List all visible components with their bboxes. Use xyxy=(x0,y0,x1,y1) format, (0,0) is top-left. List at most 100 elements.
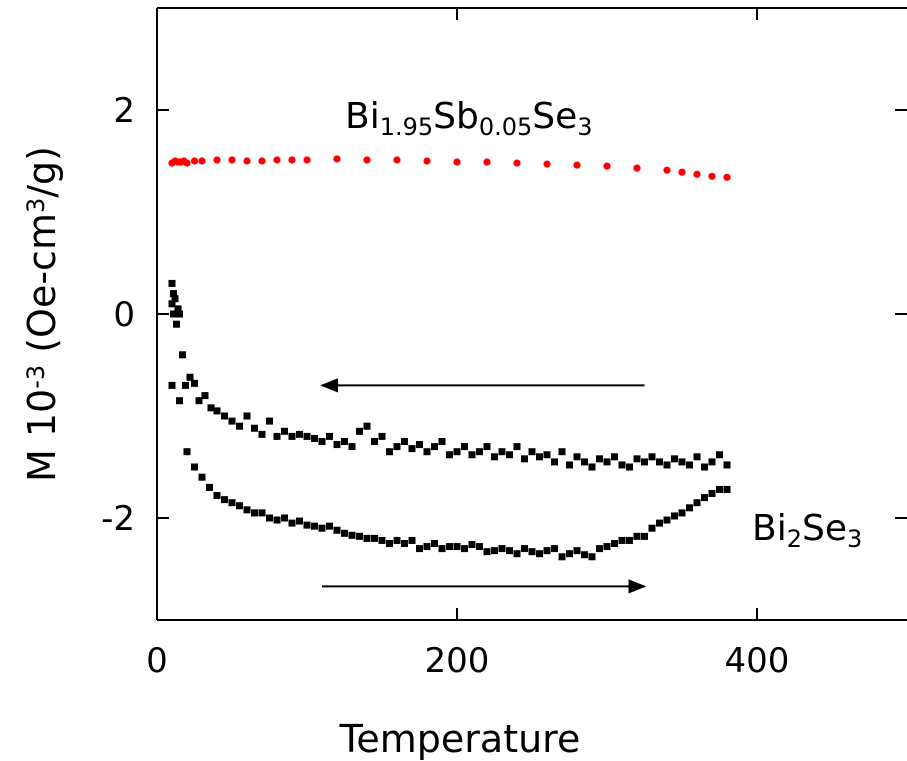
data-point xyxy=(483,548,491,556)
data-point xyxy=(251,509,258,517)
data-point xyxy=(258,509,266,517)
data-point xyxy=(333,441,341,449)
annotations: Bi1.95Sb0.05Se3 Bi2Se3 xyxy=(345,96,862,553)
data-point xyxy=(528,548,536,556)
data-point xyxy=(603,162,611,170)
data-point xyxy=(611,540,618,547)
data-point xyxy=(678,509,686,517)
data-point xyxy=(201,392,209,400)
data-point xyxy=(170,290,177,298)
data-point xyxy=(363,156,371,164)
data-point xyxy=(288,156,296,164)
data-point xyxy=(423,543,431,551)
tick-labels: 0 200 400 -2 0 2 xyxy=(101,91,789,681)
direction-arrows xyxy=(320,378,647,594)
data-point xyxy=(288,519,296,527)
data-point xyxy=(663,516,671,524)
data-point xyxy=(723,461,731,469)
data-point xyxy=(588,553,596,561)
data-point xyxy=(198,157,206,165)
y-axis-title: M 10-3 (Oe-cm3/g) xyxy=(20,146,64,482)
data-point xyxy=(183,159,191,167)
data-point xyxy=(288,432,296,440)
data-point xyxy=(558,553,566,561)
data-point xyxy=(603,543,611,551)
x-tick-label: 0 xyxy=(146,641,168,681)
data-point xyxy=(318,438,326,445)
data-point xyxy=(716,485,723,493)
data-point xyxy=(701,494,708,502)
data-point xyxy=(190,157,199,165)
plot-axes xyxy=(156,7,907,621)
data-point xyxy=(171,295,179,303)
data-point xyxy=(468,541,476,549)
data-point xyxy=(648,453,656,461)
data-point xyxy=(536,453,543,461)
data-point xyxy=(258,430,266,438)
data-point xyxy=(393,536,401,544)
data-point xyxy=(378,536,386,544)
data-point xyxy=(296,517,303,525)
data-point xyxy=(326,432,333,440)
data-point xyxy=(476,448,483,456)
data-point xyxy=(573,547,581,555)
data-point xyxy=(438,545,446,553)
data-point xyxy=(311,434,318,442)
data-point xyxy=(186,373,194,381)
data-point xyxy=(207,404,215,412)
sample-label-bi2se3: Bi2Se3 xyxy=(752,508,862,553)
x-tick-label: 200 xyxy=(425,641,490,681)
data-point xyxy=(221,412,228,420)
data-point xyxy=(266,514,273,522)
data-point xyxy=(693,499,701,507)
data-point xyxy=(198,473,206,481)
data-point xyxy=(633,455,641,463)
data-point xyxy=(551,545,558,553)
data-point xyxy=(416,545,423,553)
data-point xyxy=(686,461,693,469)
data-point xyxy=(356,427,363,435)
data-point xyxy=(273,432,281,440)
data-point xyxy=(228,417,236,425)
data-point xyxy=(701,463,708,471)
data-point xyxy=(618,536,626,544)
data-point xyxy=(401,540,408,547)
data-point xyxy=(333,526,341,534)
data-point xyxy=(543,451,551,459)
data-point xyxy=(228,499,236,507)
data-point xyxy=(221,496,228,504)
data-point xyxy=(476,543,483,551)
data-point xyxy=(581,458,588,466)
data-point xyxy=(408,536,416,544)
data-point xyxy=(326,522,333,530)
data-point xyxy=(236,502,243,510)
data-point xyxy=(183,448,191,456)
data-point xyxy=(341,438,348,445)
data-point xyxy=(408,445,416,453)
data-point xyxy=(708,172,716,180)
data-point xyxy=(243,506,251,514)
x-tick-label: 400 xyxy=(725,641,790,681)
data-point xyxy=(182,381,189,389)
data-point xyxy=(176,397,183,405)
data-point xyxy=(513,159,521,167)
data-point xyxy=(191,379,198,387)
data-point xyxy=(596,455,603,463)
data-point xyxy=(468,451,476,459)
data-point xyxy=(708,490,716,498)
data-point xyxy=(566,461,573,469)
x-axis-title: Temperature xyxy=(339,717,581,761)
data-point xyxy=(378,432,386,440)
data-point xyxy=(453,448,461,456)
data-point xyxy=(303,432,311,440)
data-point xyxy=(506,451,513,459)
data-point xyxy=(693,453,701,461)
data-point xyxy=(626,536,633,544)
data-point xyxy=(393,443,401,451)
data-point xyxy=(243,157,251,165)
data-point xyxy=(461,545,468,553)
data-point xyxy=(543,160,551,168)
data-point xyxy=(483,158,491,166)
data-point xyxy=(551,458,558,466)
